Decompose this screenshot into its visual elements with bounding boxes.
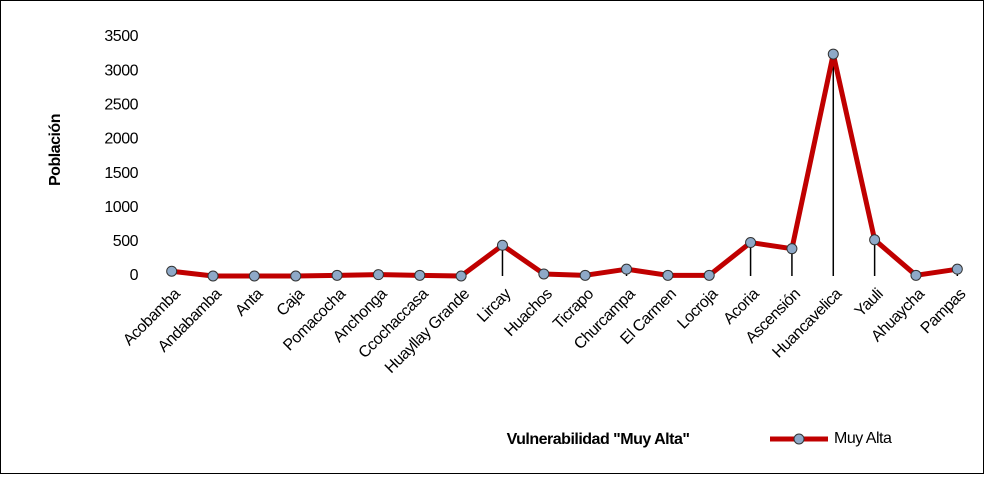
point xyxy=(579,269,591,281)
point xyxy=(207,270,219,282)
point xyxy=(290,270,302,282)
point xyxy=(786,243,798,255)
point xyxy=(538,268,550,280)
point xyxy=(414,269,426,281)
legend-swatch-marker xyxy=(793,433,805,445)
point xyxy=(331,269,343,281)
point xyxy=(703,269,715,281)
y-tick-label: 1000 xyxy=(104,199,138,216)
y-tick-label: 500 xyxy=(113,233,139,250)
point xyxy=(951,263,963,275)
y-tick-label: 2500 xyxy=(104,97,138,114)
point xyxy=(827,48,839,60)
x-axis-title: Vulnerabilidad "Muy Alta" xyxy=(507,431,690,448)
point xyxy=(455,270,467,282)
y-tick-label: 3000 xyxy=(104,62,138,79)
point xyxy=(662,269,674,281)
point xyxy=(910,269,922,281)
point xyxy=(248,270,260,282)
point xyxy=(372,269,384,281)
y-tick-label: 0 xyxy=(130,267,139,284)
point xyxy=(166,265,178,277)
y-tick-label: 2000 xyxy=(104,131,138,148)
y-axis-title: Población xyxy=(47,114,64,186)
point xyxy=(869,234,881,246)
point xyxy=(745,237,757,249)
point xyxy=(621,263,633,275)
y-tick-label: 3500 xyxy=(104,28,138,45)
legend-label: Muy Alta xyxy=(834,430,892,447)
y-tick-label: 1500 xyxy=(104,165,138,182)
point xyxy=(496,239,508,251)
series-line xyxy=(171,51,958,279)
